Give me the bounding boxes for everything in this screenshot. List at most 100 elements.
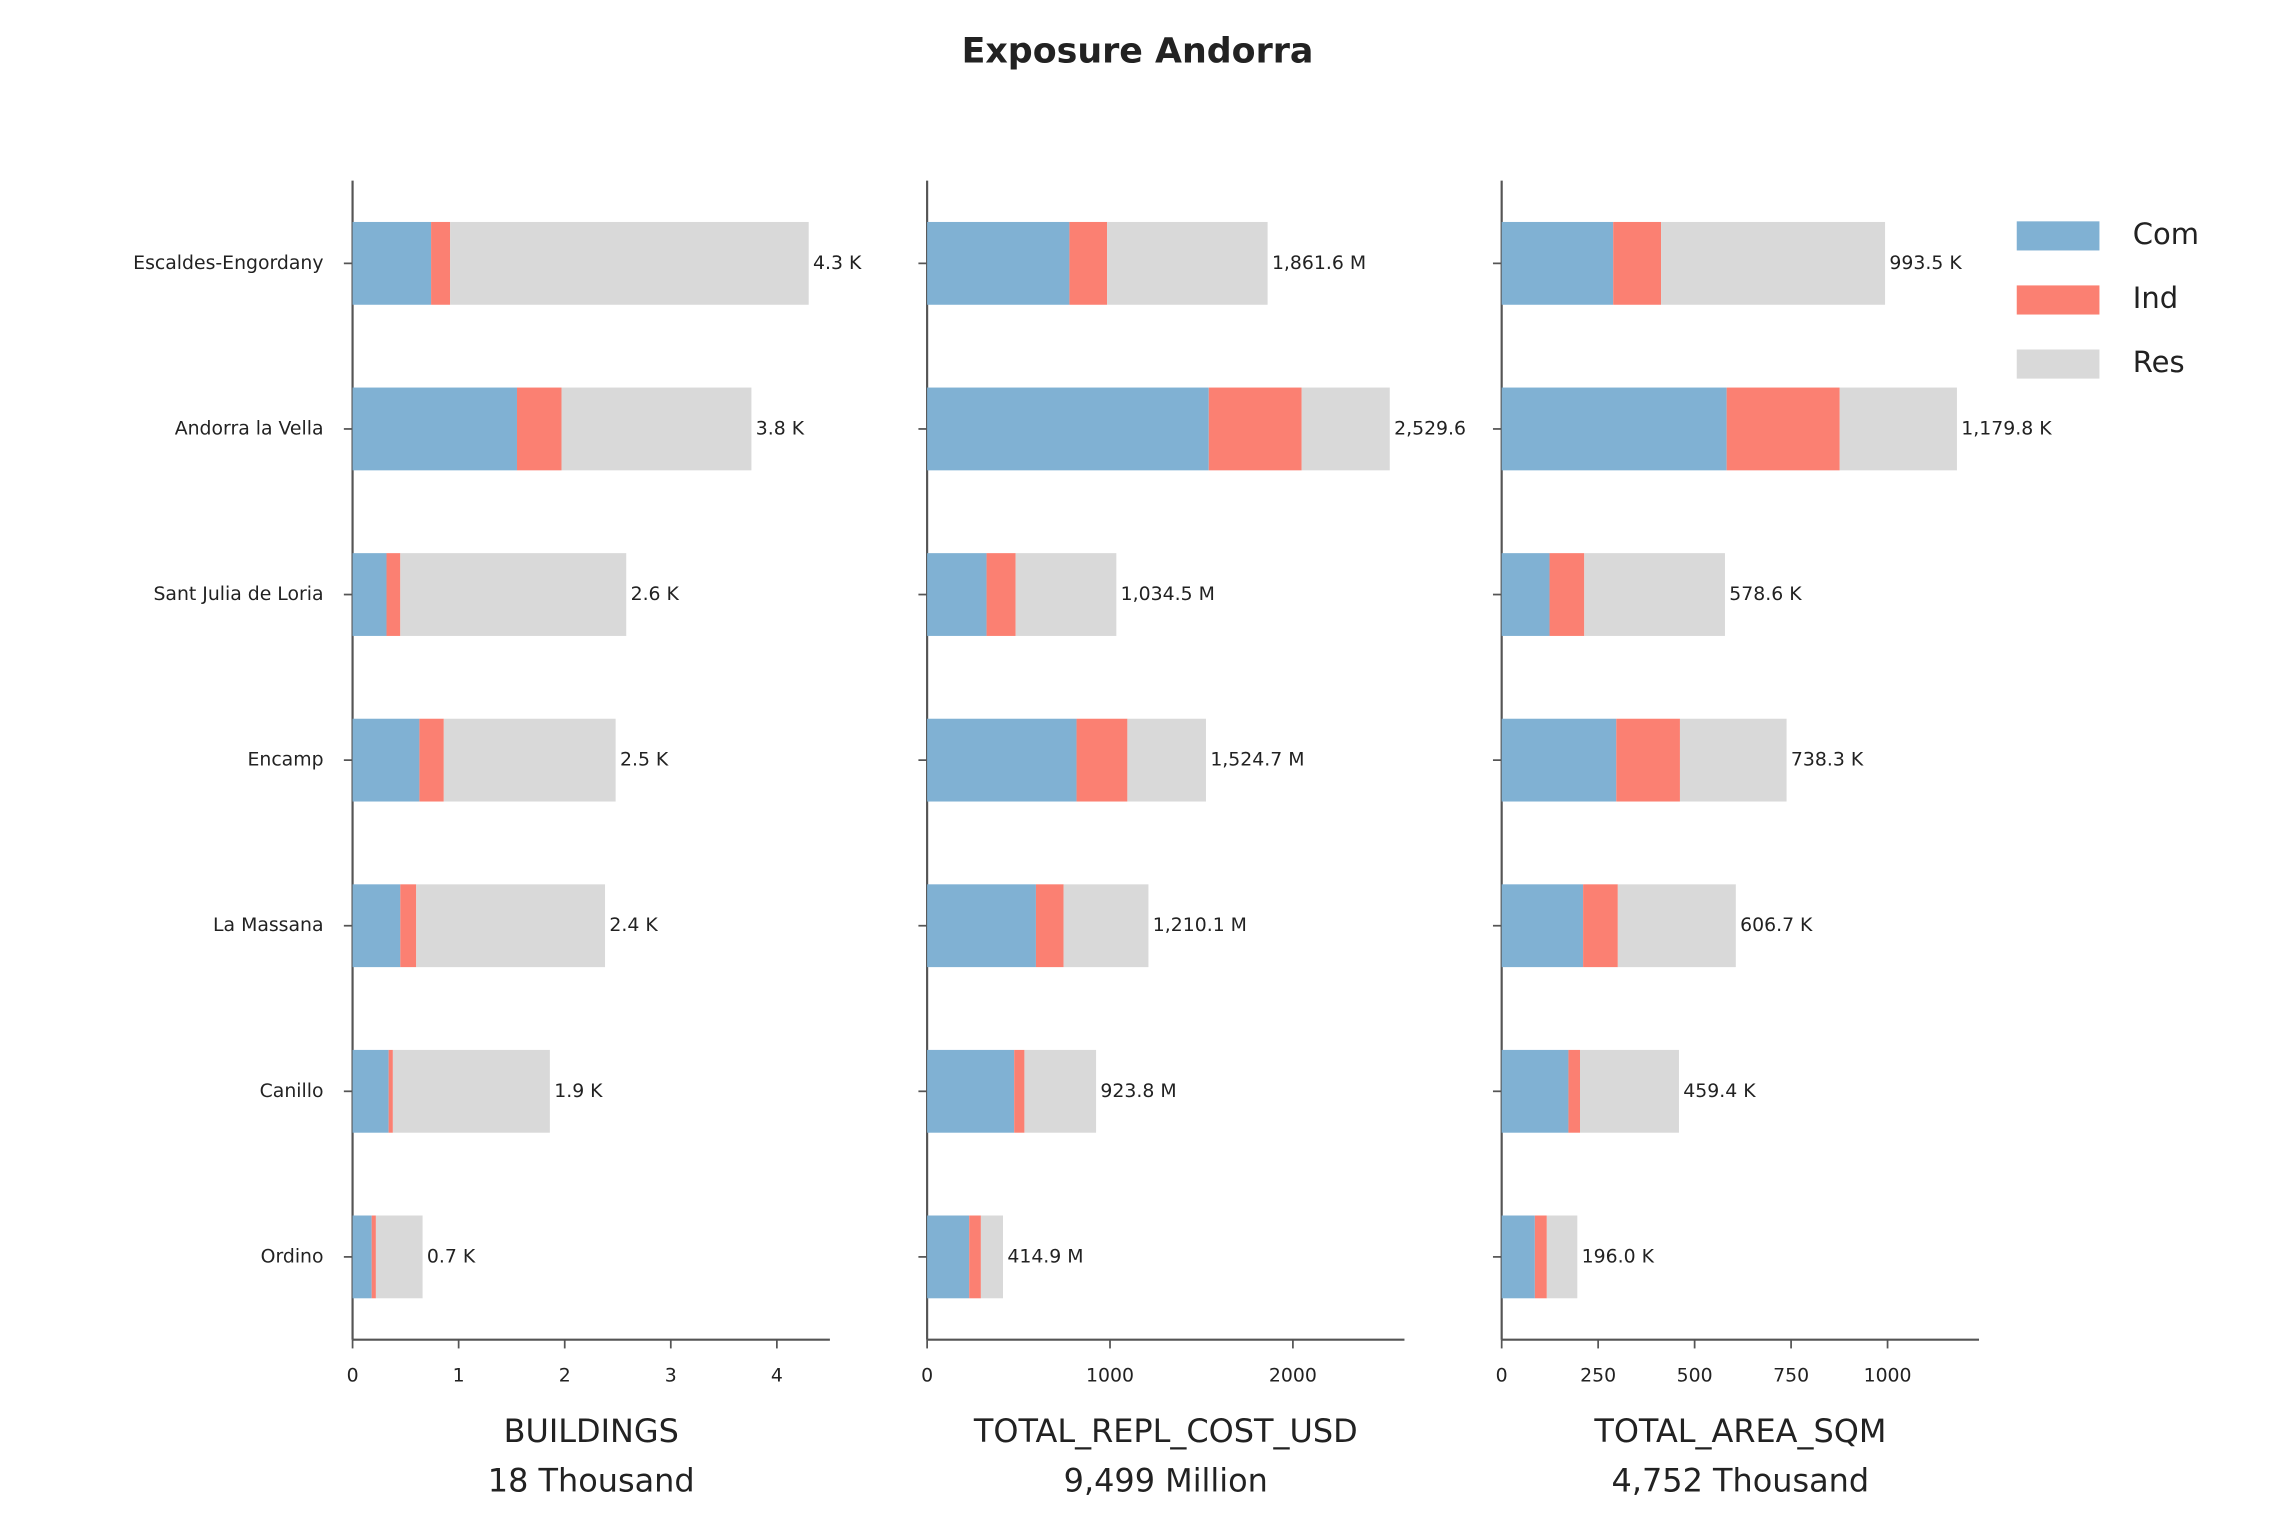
bar-segment	[927, 718, 1077, 802]
bar-segment	[1501, 884, 1584, 968]
bar-segment	[1617, 884, 1736, 968]
bar-segment	[1015, 553, 1117, 636]
bar-segment	[1024, 1049, 1097, 1133]
bar-segment	[1584, 553, 1725, 636]
bar-segment	[969, 1215, 981, 1299]
bar-segment	[980, 1215, 1004, 1299]
bar-segment	[431, 221, 451, 305]
y-tick-label: Ordino	[261, 1245, 324, 1267]
y-tick-label: Encamp	[247, 749, 323, 771]
bar-segment	[561, 387, 752, 471]
x-tick-label: 2	[559, 1365, 571, 1387]
x-tick-label: 1000	[1086, 1365, 1134, 1387]
bar-segment	[1127, 718, 1206, 802]
y-tick-label: Sant Julia de Loria	[153, 583, 323, 605]
x-tick-label: 3	[665, 1365, 677, 1387]
bar-segment	[1568, 1049, 1581, 1133]
bar-segment	[986, 553, 1016, 636]
x-axis-label: TOTAL_AREA_SQM	[1593, 1412, 1886, 1450]
bar-segment	[450, 221, 809, 305]
bar-segment	[371, 1215, 376, 1299]
bar-segment	[1726, 387, 1840, 471]
bar-segment	[1501, 1049, 1569, 1133]
x-tick-label: 0	[1496, 1365, 1508, 1387]
bar-segment	[1549, 553, 1585, 636]
bar-segment	[1014, 1049, 1025, 1133]
bar-segment	[352, 884, 401, 968]
x-axis-label: BUILDINGS	[504, 1412, 679, 1450]
value-label: 606.7 K	[1740, 914, 1813, 936]
bar-segment	[1208, 387, 1302, 471]
bar-segment	[1301, 387, 1390, 471]
bar-segment	[516, 387, 562, 471]
bar-segment	[1613, 221, 1662, 305]
bar-segment	[388, 1049, 393, 1133]
bar-segment	[352, 221, 432, 305]
legend-label: Res	[2133, 345, 2185, 379]
bar-segment	[352, 1049, 389, 1133]
bar-segment	[443, 718, 616, 802]
bar-segment	[927, 221, 1070, 305]
x-tick-label: 250	[1580, 1365, 1616, 1387]
chart-title: Exposure Andorra	[962, 31, 1314, 71]
value-label: 196.0 K	[1582, 1245, 1655, 1267]
bar-segment	[1534, 1215, 1547, 1299]
legend-swatch	[2016, 221, 2100, 251]
bar-segment	[1035, 884, 1064, 968]
value-label: 1,179.8 K	[1961, 417, 2052, 439]
x-axis-label: 9,499 Million	[1064, 1461, 1268, 1499]
bar-segment	[1501, 718, 1617, 802]
bar-segment	[1546, 1215, 1578, 1299]
bar-segment	[1661, 221, 1886, 305]
x-axis-label: 4,752 Thousand	[1612, 1461, 1870, 1499]
value-label: 1.9 K	[554, 1080, 603, 1102]
x-tick-label: 0	[347, 1365, 359, 1387]
value-label: 0.7 K	[427, 1245, 476, 1267]
bar-segment	[1069, 221, 1108, 305]
bar-segment	[927, 387, 1209, 471]
bar-segment	[400, 553, 627, 636]
bar-segment	[1679, 718, 1787, 802]
bar-segment	[392, 1049, 550, 1133]
x-tick-label: 2000	[1269, 1365, 1317, 1387]
bar-segment	[1616, 718, 1680, 802]
x-tick-label: 500	[1677, 1365, 1713, 1387]
legend-swatch	[2016, 349, 2100, 379]
bar-segment	[1107, 221, 1268, 305]
bar-segment	[386, 553, 401, 636]
legend-label: Com	[2133, 217, 2199, 251]
bar-segment	[1063, 884, 1149, 968]
bar-segment	[1583, 884, 1618, 968]
value-label: 1,034.5 M	[1121, 583, 1215, 605]
value-label: 2.6 K	[631, 583, 680, 605]
value-label: 578.6 K	[1729, 583, 1802, 605]
legend-label: Ind	[2133, 281, 2178, 315]
x-tick-label: 4	[771, 1365, 783, 1387]
bar-segment	[416, 884, 606, 968]
y-tick-label: La Massana	[213, 914, 324, 936]
value-label: 459.4 K	[1683, 1080, 1756, 1102]
value-label: 738.3 K	[1791, 749, 1864, 771]
legend-swatch	[2016, 285, 2100, 315]
value-label: 414.9 M	[1007, 1245, 1083, 1267]
x-axis-label: 18 Thousand	[488, 1461, 695, 1499]
value-label: 1,210.1 M	[1153, 914, 1247, 936]
bar-segment	[419, 718, 444, 802]
value-label: 2,529.6	[1394, 417, 1466, 439]
x-tick-label: 0	[921, 1365, 933, 1387]
bar-segment	[927, 1049, 1015, 1133]
bar-segment	[1076, 718, 1128, 802]
bar-segment	[1501, 387, 1727, 471]
bar-segment	[927, 1215, 970, 1299]
bar-segment	[927, 553, 987, 636]
bar-segment	[1839, 387, 1957, 471]
value-label: 4.3 K	[813, 252, 862, 274]
bar-segment	[1501, 221, 1614, 305]
x-tick-label: 750	[1773, 1365, 1809, 1387]
bar-segment	[1501, 553, 1550, 636]
value-label: 993.5 K	[1889, 252, 1962, 274]
y-tick-label: Escaldes-Engordany	[133, 252, 323, 274]
value-label: 1,861.6 M	[1272, 252, 1366, 274]
bar-segment	[927, 884, 1036, 968]
